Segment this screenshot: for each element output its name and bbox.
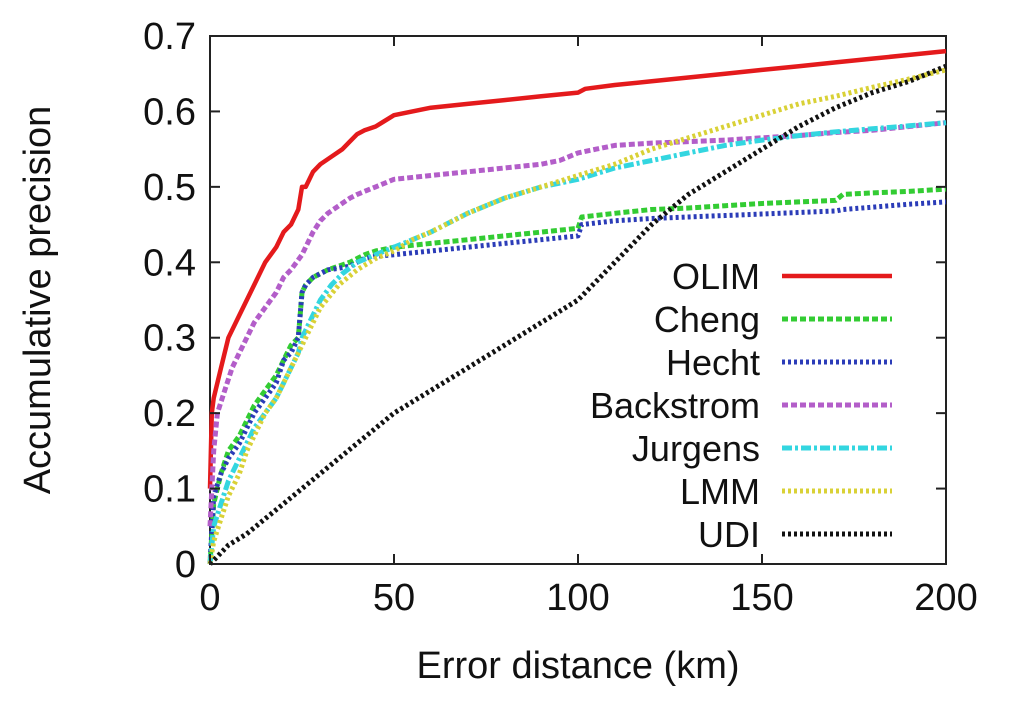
legend-label: Jurgens	[632, 428, 760, 469]
y-tick-label: 0.4	[143, 242, 196, 284]
legend-label: UDI	[698, 514, 760, 555]
legend-item-lmm: LMM	[680, 471, 892, 512]
series-line-udi	[208, 63, 947, 566]
x-axis-title: Error distance (km)	[416, 645, 739, 687]
legend-item-backstrom: Backstrom	[590, 385, 892, 426]
legend-label: Cheng	[654, 299, 760, 340]
series-line-lmm	[207, 67, 947, 565]
y-tick-label: 0.2	[143, 393, 196, 435]
y-tick-label: 0.5	[143, 167, 196, 209]
legend-item-hecht: Hecht	[666, 342, 892, 383]
legend-label: Hecht	[666, 342, 760, 383]
series-line-cheng	[207, 186, 947, 565]
y-tick-label: 0	[175, 544, 196, 586]
y-axis-ticks: 0 0.1 0.2 0.3 0.4 0.5 0.6 0.7	[143, 16, 946, 586]
legend-item-jurgens: Jurgens	[632, 428, 892, 469]
series-line-jurgens	[207, 120, 947, 565]
plot-area: 0 50 100 150 200 0 0.1 0.2 0.3 0.4 0.5 0.6 0.7	[143, 16, 978, 619]
legend-item-olim: OLIM	[672, 256, 892, 297]
y-tick-label: 0.3	[143, 318, 196, 360]
x-tick-label: 200	[914, 577, 977, 619]
legend-item-cheng: Cheng	[654, 299, 892, 340]
y-axis-title: Accumulative precision	[17, 106, 59, 495]
series-line-backstrom	[207, 120, 947, 527]
y-tick-label: 0.6	[143, 91, 196, 133]
series-line-hecht	[207, 199, 947, 565]
legend-label: Backstrom	[590, 385, 760, 426]
x-axis-ticks: 0 50 100 150 200	[199, 36, 978, 619]
x-tick-label: 50	[373, 577, 415, 619]
x-tick-label: 0	[199, 577, 220, 619]
legend-item-udi: UDI	[698, 514, 892, 555]
legend-label: OLIM	[672, 256, 760, 297]
x-tick-label: 150	[730, 577, 793, 619]
y-tick-label: 0.7	[143, 16, 196, 58]
series-layer	[207, 48, 947, 566]
series-line-olim	[207, 48, 947, 489]
y-tick-label: 0.1	[143, 469, 196, 511]
x-tick-label: 100	[546, 577, 609, 619]
legend-label: LMM	[680, 471, 760, 512]
